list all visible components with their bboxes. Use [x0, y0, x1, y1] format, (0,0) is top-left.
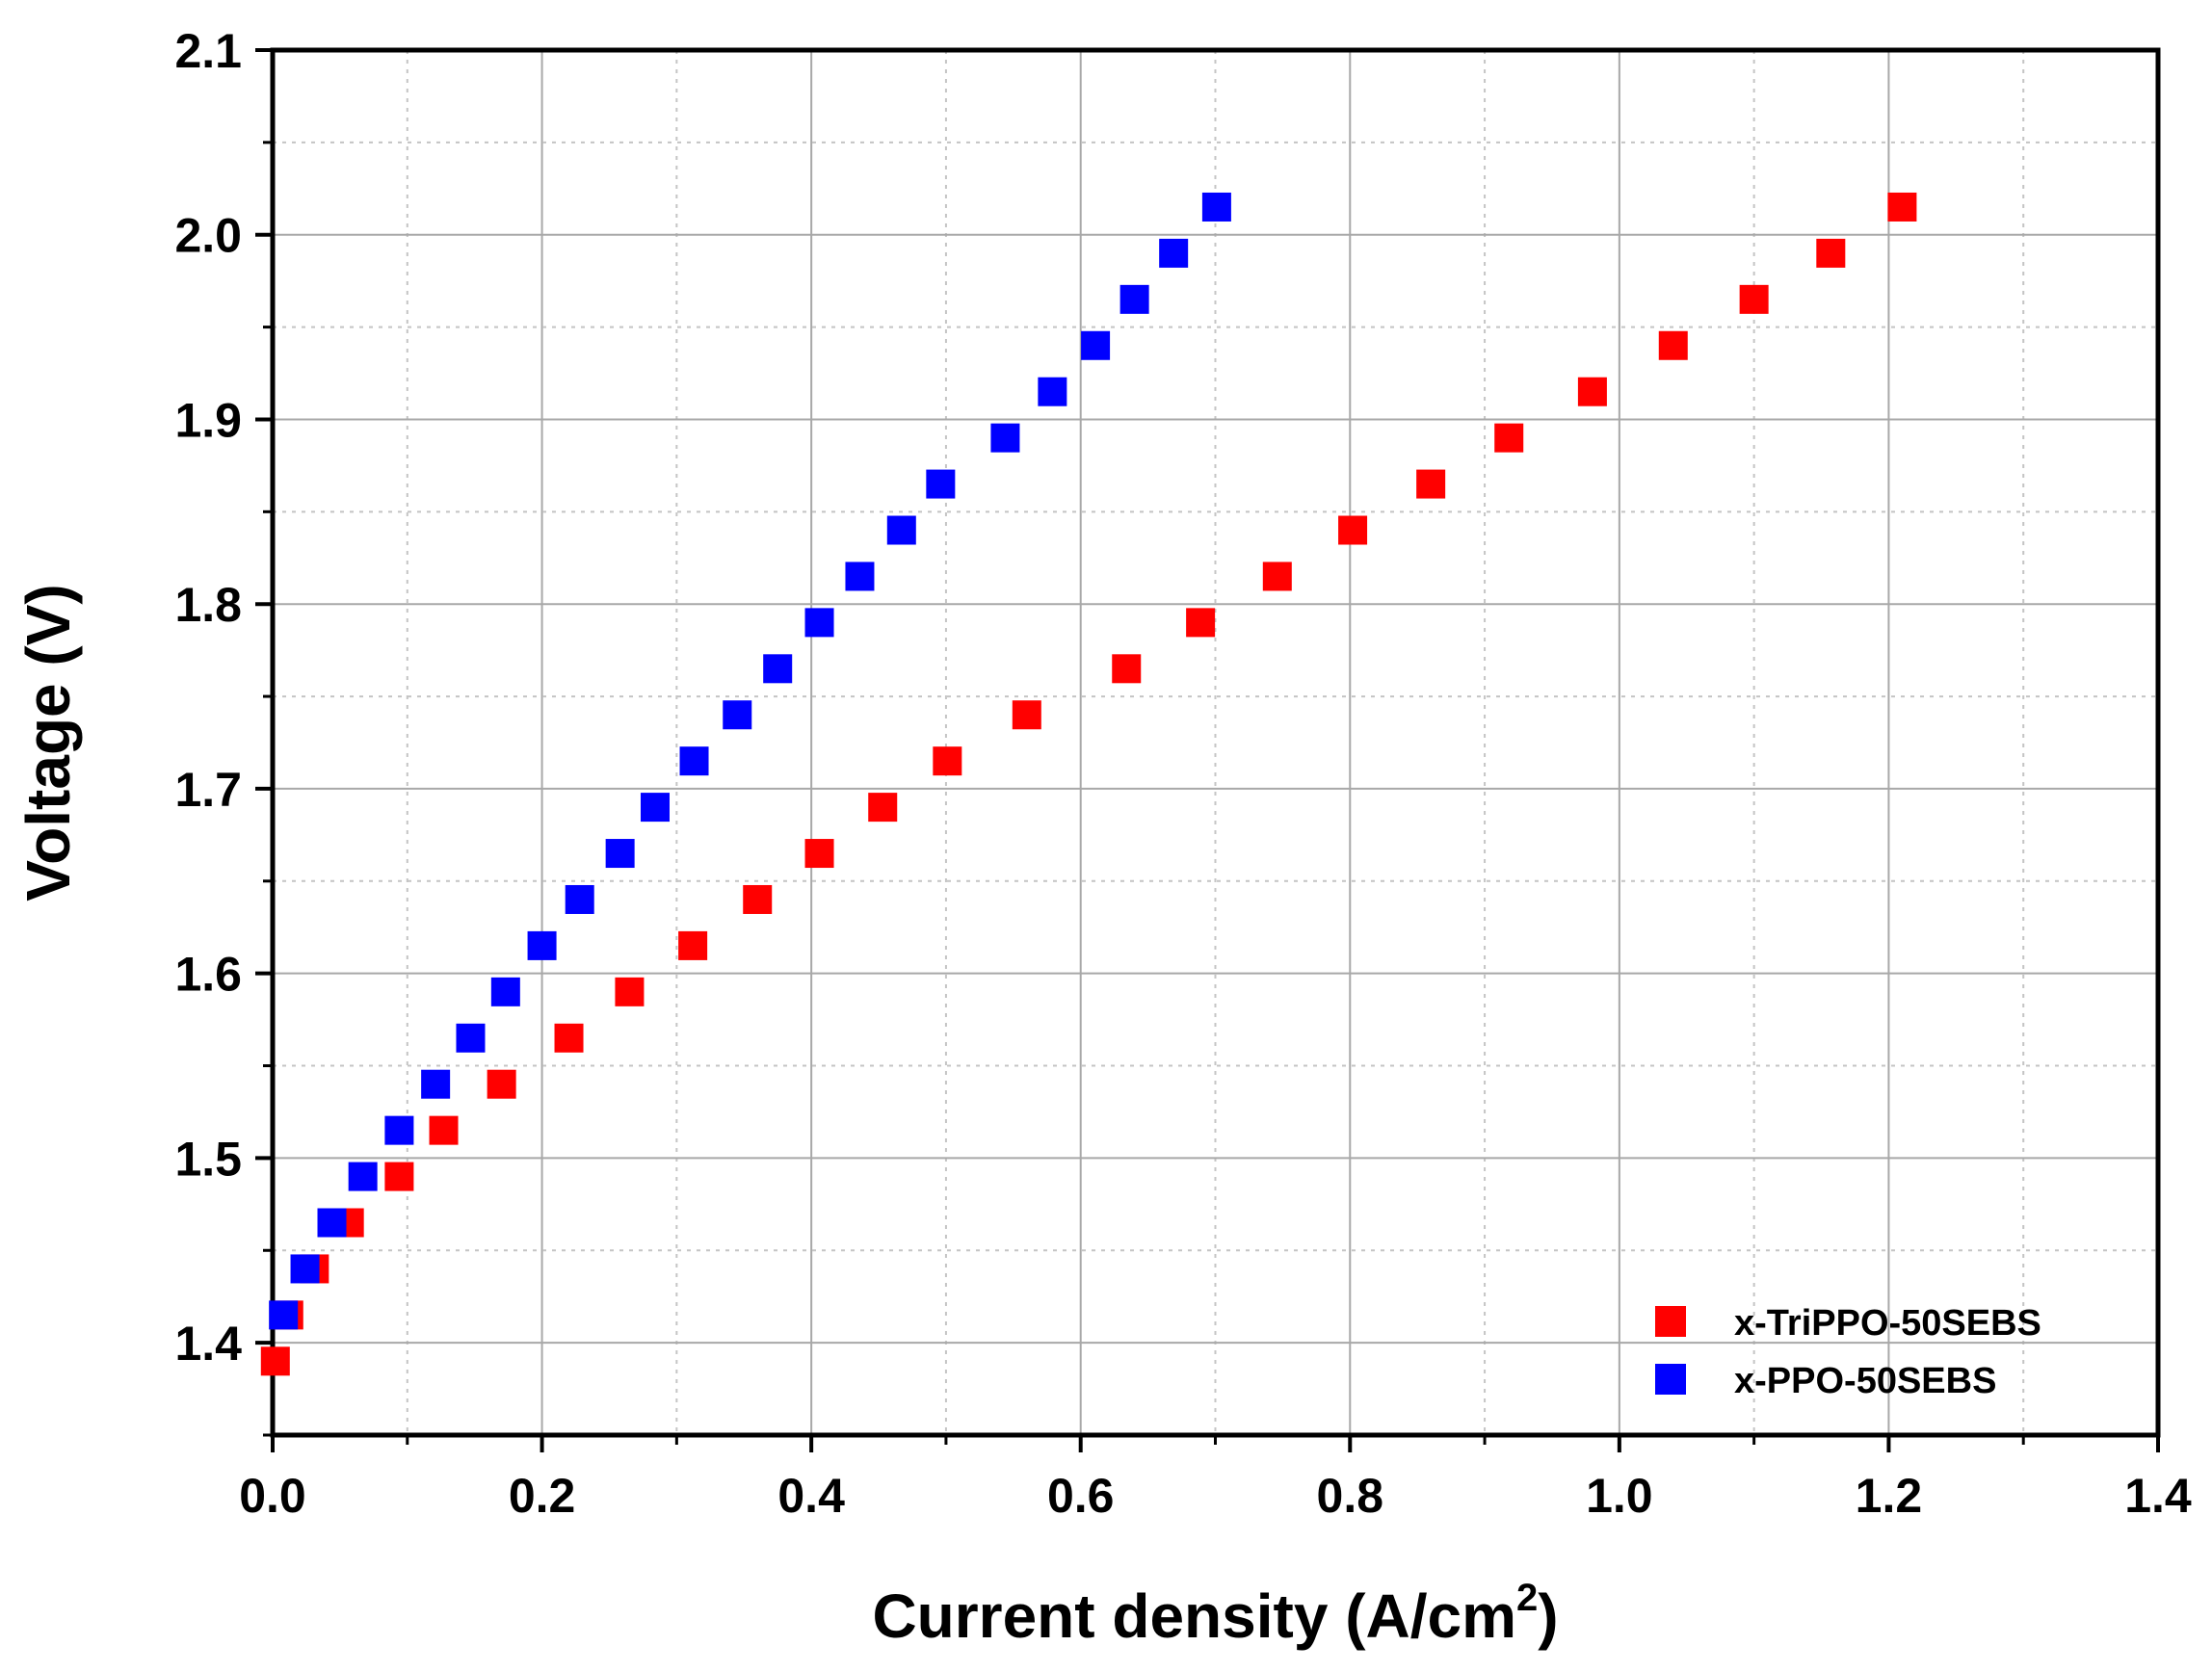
- data-point-series-0: [1012, 700, 1041, 730]
- data-point-series-1: [290, 1254, 320, 1284]
- data-point-series-0: [868, 793, 898, 823]
- data-point-series-1: [1159, 238, 1189, 268]
- x-tick-label: 0.0: [239, 1469, 306, 1523]
- data-point-series-0: [1887, 192, 1917, 222]
- data-point-series-0: [1577, 377, 1607, 406]
- data-point-series-0: [554, 1023, 584, 1053]
- data-point-series-1: [1038, 377, 1067, 406]
- y-tick-label: 1.6: [174, 948, 242, 1002]
- x-tick-label: 0.4: [777, 1469, 845, 1523]
- x-tick-label: 0.2: [509, 1469, 576, 1523]
- data-point-series-0: [1112, 654, 1142, 684]
- legend-swatch-x-PPO-50SEBS: [1655, 1364, 1686, 1395]
- data-point-series-0: [743, 884, 773, 914]
- data-point-series-1: [845, 562, 875, 591]
- data-point-series-1: [269, 1300, 299, 1330]
- y-tick-label: 1.9: [174, 393, 242, 447]
- data-point-series-0: [933, 746, 962, 776]
- data-point-series-0: [804, 839, 834, 869]
- y-tick-label: 1.7: [174, 763, 242, 817]
- grid-lines: [273, 50, 2158, 1435]
- x-axis-title-main: Current density (A/cm: [872, 1581, 1516, 1651]
- x-tick-label: 1.0: [1586, 1469, 1653, 1523]
- data-point-series-1: [640, 793, 670, 823]
- y-tick-label: 1.8: [174, 578, 242, 632]
- data-point-series-1: [1081, 330, 1111, 360]
- y-tick-label: 1.4: [174, 1317, 242, 1371]
- data-point-series-1: [723, 700, 752, 730]
- data-point-series-1: [527, 930, 557, 960]
- data-point-series-1: [384, 1115, 414, 1145]
- data-point-series-1: [1119, 284, 1149, 314]
- data-point-series-1: [886, 515, 916, 545]
- data-point-series-0: [678, 930, 708, 960]
- y-tick-labels: 1.4 1.5 1.6 1.7 1.8 1.9 2.0 2.1: [174, 24, 242, 1371]
- x-tick-label: 1.2: [1856, 1469, 1923, 1523]
- x-tick-label: 0.6: [1047, 1469, 1115, 1523]
- data-point-series-0: [615, 977, 645, 1006]
- data-point-series-0: [1416, 469, 1446, 499]
- data-point-series-0: [1494, 423, 1524, 453]
- x-tick-labels: 0.0 0.2 0.4 0.6 0.8 1.0 1.2 1.4: [239, 1469, 2192, 1523]
- data-point-series-1: [421, 1069, 451, 1099]
- x-tick-label: 1.4: [2124, 1469, 2192, 1523]
- data-point-series-0: [487, 1069, 516, 1099]
- data-points: [260, 192, 1917, 1376]
- data-point-series-1: [490, 977, 520, 1006]
- data-point-series-1: [679, 746, 709, 776]
- data-point-series-0: [429, 1115, 459, 1145]
- data-point-series-1: [348, 1162, 378, 1191]
- x-axis-title-suffix: ): [1538, 1581, 1558, 1651]
- data-point-series-1: [1201, 192, 1231, 222]
- data-point-series-1: [763, 654, 793, 684]
- data-point-series-0: [1338, 515, 1368, 545]
- legend-label-x-triPPO-50SEBS: x-TriPPO-50SEBS: [1734, 1303, 2041, 1344]
- data-point-series-0: [1658, 330, 1688, 360]
- data-point-series-0: [384, 1162, 414, 1191]
- plot-frame: [270, 47, 2161, 1438]
- x-tick-label: 0.8: [1317, 1469, 1384, 1523]
- data-point-series-0: [1739, 284, 1769, 314]
- data-point-series-0: [260, 1346, 290, 1376]
- data-point-series-0: [1262, 562, 1292, 591]
- data-point-series-1: [990, 423, 1020, 453]
- data-point-series-0: [1816, 238, 1846, 268]
- legend-label-x-PPO-50SEBS: x-PPO-50SEBS: [1734, 1361, 1996, 1401]
- data-point-series-1: [804, 608, 834, 638]
- data-point-series-0: [1186, 608, 1216, 638]
- x-axis-title: Current density (A/cm2): [872, 1577, 1558, 1651]
- y-tick-label: 2.1: [174, 24, 242, 78]
- legend: x-TriPPO-50SEBS x-PPO-50SEBS: [1655, 1303, 2041, 1401]
- data-point-series-1: [456, 1023, 486, 1053]
- data-point-series-1: [926, 469, 956, 499]
- x-axis-title-superscript: 2: [1516, 1577, 1538, 1619]
- y-axis-title: Voltage (V): [13, 584, 83, 901]
- data-point-series-1: [317, 1208, 347, 1238]
- legend-swatch-x-triPPO-50SEBS: [1655, 1306, 1686, 1337]
- data-point-series-1: [605, 839, 635, 869]
- data-point-series-1: [565, 884, 594, 914]
- y-tick-label: 2.0: [174, 209, 242, 263]
- y-tick-label: 1.5: [174, 1132, 242, 1186]
